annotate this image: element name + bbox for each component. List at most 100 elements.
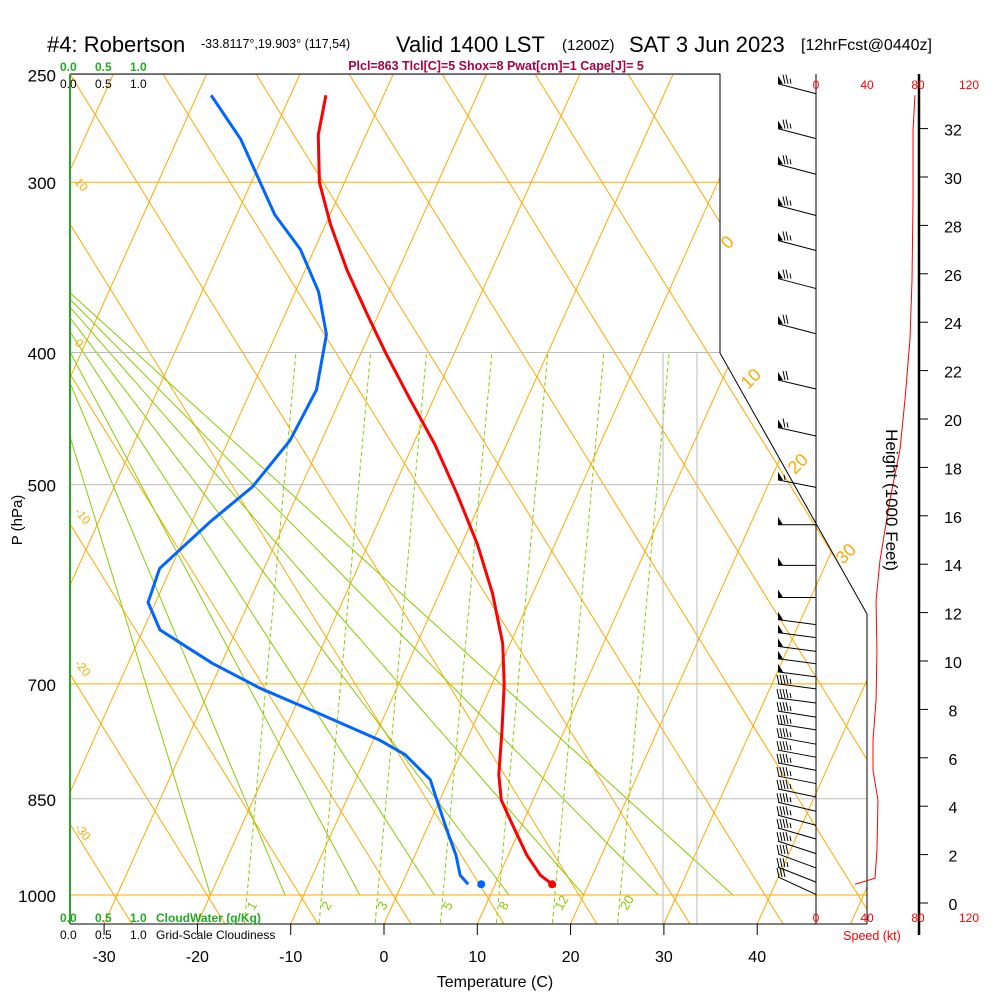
wind-barb-tick <box>782 867 786 878</box>
adiabat-label-left: -20 <box>72 657 94 680</box>
wind-barb-pennant <box>778 197 783 206</box>
wind-barb-half-tick <box>789 692 792 699</box>
pressure-tick-label: 500 <box>28 477 56 496</box>
x-tick-label: 20 <box>562 949 580 966</box>
wind-barb-tick <box>785 779 789 790</box>
cloudwater-label: CloudWater (g/Kg) <box>156 911 261 925</box>
wind-barb-tick <box>776 867 780 878</box>
cloudiness-tick-bottom: 1.0 <box>130 928 147 942</box>
wind-barb <box>777 663 817 678</box>
speed-tick-label-bottom: 0 <box>813 911 820 925</box>
station-coords: -33.8117°,19.903° (117,54) <box>201 37 350 51</box>
dry-adiabat-line <box>162 74 691 924</box>
wind-barb-tick <box>785 714 789 725</box>
wind-barb-tick <box>782 753 786 764</box>
wind-barb-tick <box>776 688 780 699</box>
wind-barb-tick <box>776 702 780 712</box>
wind-barb-tick <box>779 702 783 712</box>
wind-barb-tick <box>782 74 786 84</box>
wind-barb-tick <box>782 793 786 803</box>
isotherm-line <box>756 74 867 924</box>
moist-adiabat-line <box>70 74 659 896</box>
wind-barb-half-tick <box>789 757 792 763</box>
wind-barb-tick <box>785 269 789 279</box>
wind-barb <box>777 471 817 488</box>
wind-barb <box>776 728 817 745</box>
wind-barb-tick <box>785 741 789 751</box>
wind-barb-staff <box>777 827 817 840</box>
wind-barb-tick <box>776 858 780 868</box>
wind-barb-half-tick <box>789 200 792 206</box>
wind-barb-tick <box>779 844 783 855</box>
wind-barb <box>778 557 816 566</box>
x-tick-label: 40 <box>748 949 766 966</box>
wind-barb-half-tick <box>789 678 792 684</box>
isotherm-line <box>70 74 394 924</box>
wind-barb <box>776 867 817 895</box>
wind-barb <box>777 231 817 251</box>
wind-barb-half-tick <box>789 783 792 790</box>
wind-barb <box>776 844 817 869</box>
wind-barb-pennant <box>778 638 783 647</box>
wind-barb-tick <box>779 832 783 842</box>
wind-barb-tick <box>776 818 780 829</box>
speed-tick-label-bottom: 40 <box>860 911 874 925</box>
height-tick-label: 4 <box>949 800 958 817</box>
wind-barb-staff <box>777 840 817 855</box>
wind-barb <box>776 793 817 812</box>
wind-barb-tick <box>782 702 786 712</box>
isotherm-line <box>663 74 867 924</box>
mixing-ratio-label: 12 <box>551 892 571 912</box>
wind-barb <box>777 370 817 390</box>
wind-barb-tick <box>782 119 786 129</box>
wind-barb-tick <box>782 766 786 777</box>
wind-barb-tick <box>785 728 789 738</box>
wind-barb-tick <box>779 753 783 764</box>
height-tick-label: 24 <box>944 316 962 333</box>
wind-barb-staff <box>777 736 817 745</box>
pressure-tick-label: 850 <box>28 791 56 810</box>
wind-barb-staff <box>777 619 817 626</box>
dry-adiabat-line <box>70 74 319 924</box>
mixing-ratio-line <box>244 352 297 924</box>
wind-barb-staff <box>777 683 817 690</box>
height-tick-label: 2 <box>949 849 958 866</box>
height-axis-title: Height (1000 Feet) <box>882 429 901 571</box>
wind-barb-tick <box>782 418 786 428</box>
wind-barb-half-tick <box>789 822 792 829</box>
wind-barb-tick <box>776 832 780 842</box>
wind-barb-staff <box>777 866 817 883</box>
wind-barb-tick <box>779 766 783 777</box>
wind-barb-staff <box>777 723 817 731</box>
wind-barb-tick <box>776 753 780 764</box>
dewpoint-trace <box>146 94 470 886</box>
mixing-ratio-label: 5 <box>439 899 456 913</box>
wind-barb-tick <box>782 269 786 279</box>
mixing-ratio-line <box>495 352 549 924</box>
moist-adiabat-line <box>70 74 510 896</box>
wind-barb <box>778 589 816 599</box>
x-tick-label: 30 <box>655 949 673 966</box>
dry-adiabat-line <box>720 74 867 924</box>
isotherm-line <box>103 74 488 924</box>
wind-barb <box>776 702 817 718</box>
adiabat-label-right: 30 <box>832 540 860 568</box>
wind-barb-staff <box>777 204 817 216</box>
isotherm-line <box>196 74 581 924</box>
speed-tick-label-top: 40 <box>860 78 874 92</box>
wind-barb-pennant <box>778 650 783 659</box>
wind-barb-tick <box>776 844 780 855</box>
wind-barb-pennant <box>778 232 783 241</box>
wind-barb-pennant <box>778 120 783 129</box>
wind-barb-tick <box>779 728 783 738</box>
cloudwater-tick-top: 0.0 <box>60 60 77 74</box>
wind-barb-tick <box>782 370 786 381</box>
moist-adiabat-line <box>70 74 435 896</box>
cloudiness-tick-bottom: 0.5 <box>95 928 112 942</box>
pressure-tick-label: 250 <box>28 66 56 85</box>
wind-barb <box>776 806 817 826</box>
wind-barb-pennant <box>778 611 783 620</box>
wind-barb-tick <box>776 766 780 777</box>
mixing-ratio-label: 8 <box>495 899 512 913</box>
wind-barb-tick <box>779 867 783 878</box>
